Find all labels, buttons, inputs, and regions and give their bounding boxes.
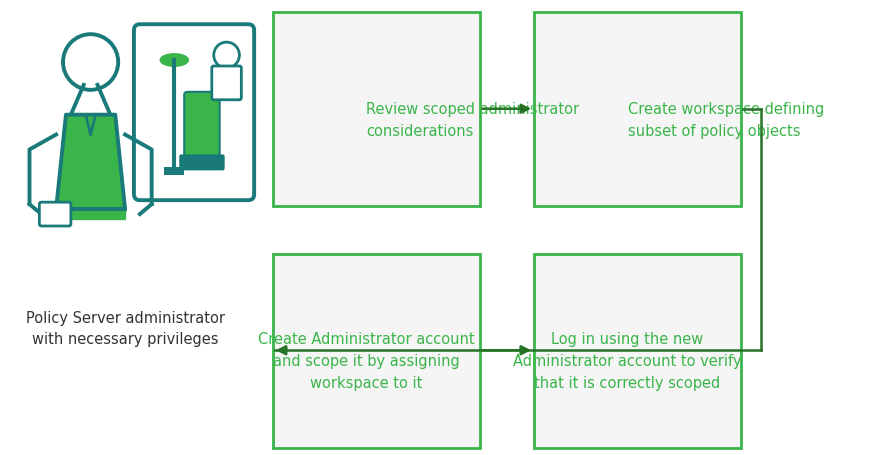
Polygon shape: [56, 116, 125, 210]
FancyBboxPatch shape: [134, 25, 254, 201]
Text: Review scoped administrator
considerations: Review scoped administrator consideratio…: [366, 101, 580, 138]
FancyBboxPatch shape: [180, 156, 224, 170]
Circle shape: [63, 35, 118, 91]
FancyBboxPatch shape: [534, 13, 741, 207]
FancyBboxPatch shape: [39, 203, 71, 227]
FancyBboxPatch shape: [185, 93, 220, 163]
FancyBboxPatch shape: [273, 254, 479, 448]
Text: Create Administrator account
and scope it by assigning
workspace to it: Create Administrator account and scope i…: [258, 331, 475, 390]
Text: Log in using the new
Administrator account to verify
that it is correctly scoped: Log in using the new Administrator accou…: [513, 331, 742, 390]
FancyBboxPatch shape: [211, 67, 241, 101]
FancyBboxPatch shape: [273, 13, 479, 207]
Circle shape: [214, 43, 239, 69]
FancyBboxPatch shape: [534, 254, 741, 448]
Ellipse shape: [159, 54, 189, 68]
Polygon shape: [56, 210, 125, 220]
Text: Policy Server administrator
with necessary privileges: Policy Server administrator with necessa…: [26, 311, 225, 347]
FancyBboxPatch shape: [165, 168, 185, 176]
Text: Create workspace defining
subset of policy objects: Create workspace defining subset of poli…: [627, 101, 823, 138]
